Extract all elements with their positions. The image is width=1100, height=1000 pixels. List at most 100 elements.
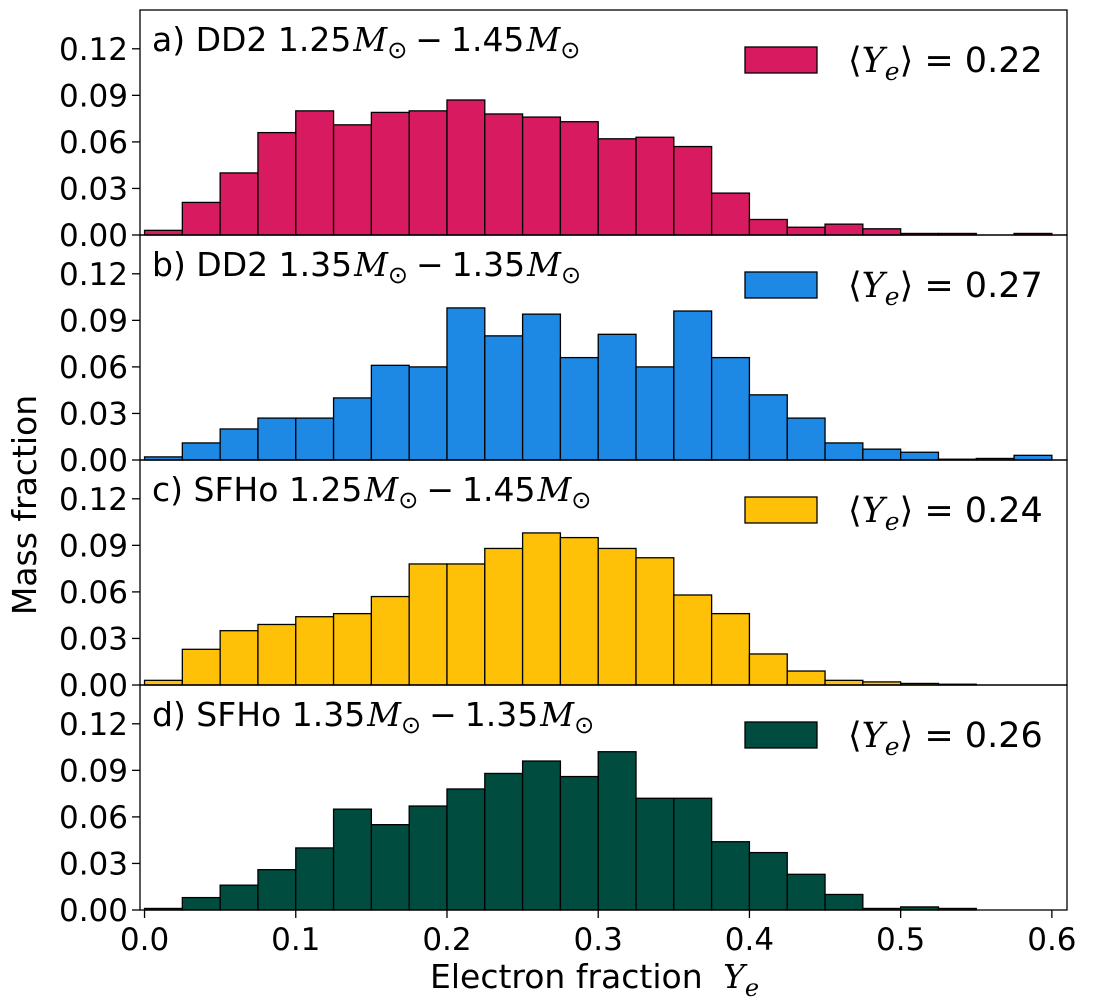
panel-title: d) SFHo 1.35M⊙ −1.35M⊙: [152, 695, 594, 739]
bar: [635, 557, 675, 686]
title-part: 1.45: [462, 470, 535, 509]
legend-value: ⟩ = 0.26: [900, 716, 1043, 756]
legend-sub: e: [885, 732, 900, 761]
bar: [143, 679, 183, 686]
legend-open: ⟨: [848, 41, 862, 81]
y-tick-label: 0.06: [59, 800, 128, 836]
legend-label: ⟨Ye⟩ = 0.24: [848, 491, 1043, 536]
panels: 0.000.030.060.090.12 a) DD2 1.25M⊙ −1.45M⊙…: [59, 9, 1068, 929]
title-part: ⊙: [387, 36, 407, 64]
title-part: M: [536, 470, 572, 509]
panel-title: c) SFHo 1.25M⊙ −1.45M⊙: [152, 470, 591, 514]
x-axis-title-var: Y: [723, 957, 748, 996]
bar: [484, 113, 524, 236]
bar: [484, 772, 524, 911]
bar: [710, 841, 751, 911]
y-tick-label: 0.03: [59, 621, 128, 657]
bar: [257, 131, 297, 236]
y-tick-label: 0.09: [59, 753, 128, 789]
bar: [370, 364, 410, 461]
bar: [295, 847, 335, 911]
bar: [219, 428, 259, 461]
bar: [181, 896, 221, 911]
x-tick-label: 0.1: [271, 922, 320, 958]
legend-open: ⟨: [848, 266, 862, 306]
bar: [597, 138, 637, 236]
title-part: 1.35: [452, 245, 525, 284]
title-part: a) DD2: [152, 20, 278, 59]
bar: [748, 394, 788, 461]
bar: [143, 229, 183, 236]
y-tick-label: 0.12: [59, 482, 128, 518]
bar: [446, 307, 486, 461]
bar: [332, 124, 373, 236]
legend-var: Y: [862, 266, 888, 306]
y-tick-label: 0.12: [59, 257, 128, 293]
bar: [824, 442, 864, 461]
title-part: ⊙: [574, 711, 594, 739]
y-tick-label: 0.09: [59, 528, 128, 564]
bar: [786, 226, 826, 236]
bar: [370, 824, 410, 911]
bar: [521, 313, 562, 461]
bar: [748, 851, 788, 911]
bar: [673, 594, 713, 686]
y-tick-label: 0.00: [59, 218, 128, 254]
bar: [446, 99, 486, 236]
x-tick-label: 0.3: [574, 922, 623, 958]
title-part: −: [429, 695, 457, 734]
bar: [635, 797, 675, 911]
bar: [295, 110, 335, 236]
legend-sub: e: [885, 282, 900, 311]
bar: [635, 136, 675, 236]
x-tick-label: 0.5: [876, 922, 925, 958]
title-part: 1.35: [465, 695, 538, 734]
bar: [257, 869, 297, 911]
x-tick-label: 0.2: [422, 922, 471, 958]
bar: [257, 417, 297, 461]
y-tick-label: 0.06: [59, 350, 128, 386]
y-tick-label: 0.03: [59, 846, 128, 882]
title-part: M: [366, 695, 402, 734]
y-tick-label: 0.00: [59, 443, 128, 479]
title-part: M: [353, 245, 389, 284]
legend-open: ⟨: [848, 491, 862, 531]
x-axis-title: Electron fraction Ye: [430, 957, 759, 1000]
bar: [748, 218, 788, 236]
legend-swatch: [744, 496, 818, 524]
title-part: ⊙: [561, 261, 581, 289]
bar: [446, 788, 486, 911]
title-part: d) SFHo: [152, 695, 292, 734]
bar: [408, 805, 448, 911]
bar: [257, 623, 297, 686]
bar: [332, 808, 373, 911]
title-part: M: [526, 245, 562, 284]
title-part: ⊙: [401, 711, 421, 739]
bar: [786, 417, 826, 461]
y-axis-title: Mass fraction: [5, 395, 44, 615]
bar: [295, 616, 335, 686]
bar: [521, 116, 562, 236]
title-part: 1.25: [289, 470, 362, 509]
x-tick-label: 0.4: [725, 922, 774, 958]
title-part: M: [525, 20, 561, 59]
bar: [597, 751, 637, 911]
bar: [484, 547, 524, 686]
title-part: ⊙: [560, 36, 580, 64]
bar: [710, 612, 751, 686]
bar: [295, 417, 335, 461]
title-part: 1.45: [451, 20, 524, 59]
bar: [219, 630, 259, 686]
bar: [408, 366, 448, 461]
bar: [597, 547, 637, 686]
bar: [559, 121, 599, 236]
bar: [824, 223, 864, 236]
y-tick-label: 0.12: [59, 32, 128, 68]
x-axis-title-sub: e: [745, 974, 759, 1000]
bar: [748, 653, 788, 686]
bar: [332, 397, 373, 461]
panel-a: 0.000.030.060.090.12 a) DD2 1.25M⊙ −1.45M⊙…: [59, 9, 1068, 254]
legend-open: ⟨: [848, 716, 862, 756]
bar: [673, 145, 713, 236]
panel-d: 0.000.030.060.090.12 d) SFHo 1.35M⊙ −1.35M…: [59, 684, 1068, 929]
